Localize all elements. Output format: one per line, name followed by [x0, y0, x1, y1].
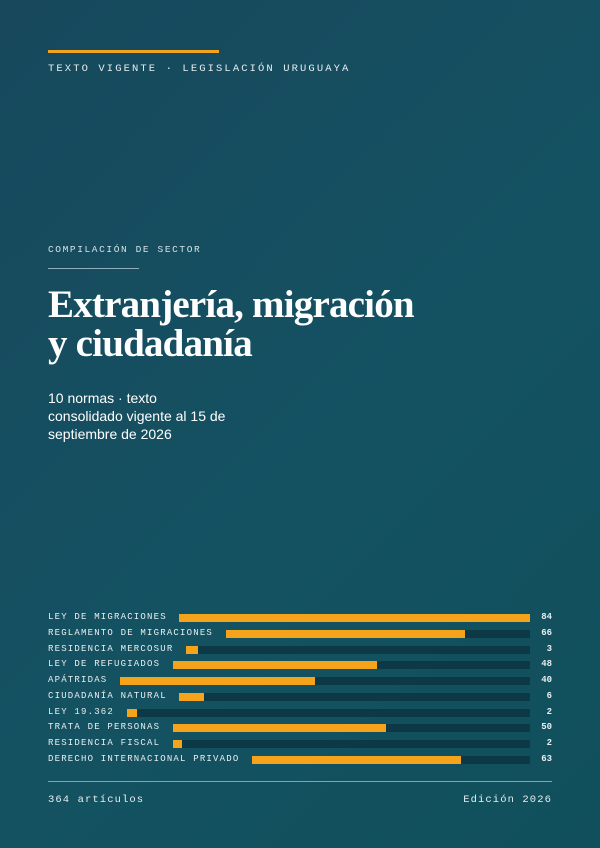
- norm-count: 66: [541, 627, 552, 638]
- norm-bar-track: [179, 692, 530, 701]
- norm-bar-fill: [179, 692, 205, 701]
- norm-row: RESIDENCIA MERCOSUR 3: [48, 641, 552, 657]
- article-count: 364 artículos: [48, 794, 145, 806]
- top-accent-rule: [48, 50, 219, 53]
- norm-label: RESIDENCIA FISCAL: [48, 738, 161, 748]
- norm-bar-fill: [252, 755, 461, 764]
- norm-bar-fill: [226, 629, 465, 638]
- footer-rule: [48, 781, 552, 782]
- norm-bar-fill: [186, 645, 199, 654]
- norm-bar-track: [127, 708, 530, 717]
- page-title: Extranjería, migración y ciudadanía: [48, 285, 568, 363]
- norm-bar-track: [252, 755, 530, 764]
- norm-label: LEY DE REFUGIADOS: [48, 659, 161, 670]
- header-kicker: TEXTO VIGENTE · LEGISLACIÓN URUGUAYA: [48, 63, 351, 75]
- norm-row: RESIDENCIA FISCAL 2: [48, 735, 552, 751]
- norm-count: 40: [541, 675, 552, 685]
- norm-count: 50: [541, 722, 552, 733]
- norm-count: 63: [541, 753, 552, 764]
- norm-label: LEY 19.362: [48, 706, 115, 717]
- norm-row: DERECHO INTERNACIONAL PRIVADO 63: [48, 751, 552, 767]
- norm-count: 2: [546, 706, 552, 717]
- norm-bar-track: [173, 661, 530, 670]
- norm-label: TRATA DE PERSONAS: [48, 722, 161, 733]
- norm-bar-track: [186, 645, 530, 654]
- norm-row: LEY DE MIGRACIONES 84: [48, 609, 552, 625]
- norm-bar-track: [173, 740, 530, 748]
- section-rule: [48, 268, 139, 269]
- norm-bar-track: [120, 677, 530, 685]
- norm-bar-track: [173, 724, 530, 733]
- norm-row: TRATA DE PERSONAS 50: [48, 719, 552, 735]
- section-label: COMPILACIÓN DE SECTOR: [48, 244, 202, 255]
- norm-count: 84: [541, 612, 552, 622]
- norm-count: 48: [541, 659, 552, 670]
- norm-label: APÁTRIDAS: [48, 675, 108, 685]
- norm-count: 6: [546, 690, 552, 701]
- norm-row: LEY 19.362 2: [48, 704, 552, 720]
- title-line-1: Extranjería, migración: [48, 283, 415, 326]
- norm-bar-fill: [173, 740, 182, 748]
- title-line-2: y ciudadanía: [48, 322, 253, 365]
- subtitle: 10 normas · texto consolidado vigente al …: [48, 389, 248, 443]
- norm-bar-fill: [127, 708, 137, 717]
- subtitle-line-1: 10 normas · texto: [48, 390, 157, 406]
- norm-bar-fill: [173, 661, 377, 670]
- norm-label: REGLAMENTO DE MIGRACIONES: [48, 627, 214, 638]
- norm-bar-track: [226, 629, 530, 638]
- norm-bar-fill: [179, 614, 530, 622]
- norm-bar-fill: [120, 677, 316, 685]
- subtitle-line-2: consolidado vigente al 15 de: [48, 408, 226, 424]
- norm-row: CIUDADANÍA NATURAL 6: [48, 688, 552, 704]
- norm-label: RESIDENCIA MERCOSUR: [48, 643, 174, 654]
- norm-count: 3: [546, 643, 552, 654]
- norm-label: LEY DE MIGRACIONES: [48, 612, 167, 622]
- norm-count: 2: [546, 738, 552, 748]
- norm-row: REGLAMENTO DE MIGRACIONES 66: [48, 625, 552, 641]
- norm-label: CIUDADANÍA NATURAL: [48, 690, 167, 701]
- norm-bar-track: [179, 614, 530, 622]
- norm-row: LEY DE REFUGIADOS 48: [48, 656, 552, 672]
- subtitle-line-3: septiembre de 2026: [48, 426, 172, 442]
- edition-label: Edición 2026: [463, 794, 552, 806]
- norm-label: DERECHO INTERNACIONAL PRIVADO: [48, 753, 240, 764]
- norm-list: LEY DE MIGRACIONES 84 REGLAMENTO DE MIGRAC…: [48, 609, 552, 767]
- norm-bar-fill: [173, 724, 386, 733]
- norm-row: APÁTRIDAS 40: [48, 672, 552, 688]
